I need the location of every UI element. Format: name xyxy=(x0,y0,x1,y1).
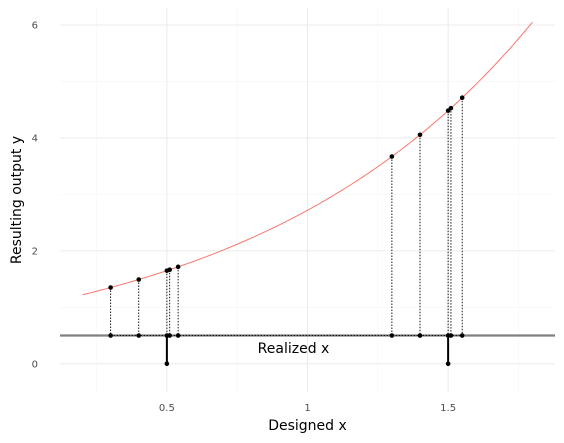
tick-labels-layer: 0.5 1 1.5 0 2 4 6 xyxy=(32,20,456,414)
points-layer xyxy=(108,95,465,367)
y-tick-label: 4 xyxy=(32,133,38,144)
curve-point xyxy=(136,277,142,282)
curve-point xyxy=(448,105,454,111)
y-tick-label: 0 xyxy=(32,359,38,370)
spike-point xyxy=(445,361,451,367)
realized-point xyxy=(389,333,395,338)
curve-point xyxy=(108,285,113,290)
grid xyxy=(60,8,555,392)
realized-point xyxy=(108,333,113,338)
realized-point xyxy=(167,333,172,338)
realized-point xyxy=(417,333,423,338)
curve-layer xyxy=(82,21,533,296)
y-tick-label: 6 xyxy=(32,20,38,31)
realized-line-layer xyxy=(60,334,555,364)
realized-x-label: Realized x xyxy=(258,341,330,357)
curve-point xyxy=(389,154,395,159)
curve-point xyxy=(459,95,465,101)
spike-point xyxy=(164,361,170,367)
y-tick-label: 2 xyxy=(32,246,38,257)
curve-point xyxy=(417,132,423,138)
y-axis-title: Resulting output y xyxy=(9,136,25,264)
drop-lines-layer xyxy=(110,97,463,336)
realized-point xyxy=(175,333,181,338)
curve-point xyxy=(175,264,181,270)
x-tick-label: 0.5 xyxy=(159,403,175,414)
x-axis-title: Designed x xyxy=(268,418,347,434)
realized-point xyxy=(136,333,142,338)
x-tick-label: 1 xyxy=(304,403,310,414)
realized-point xyxy=(448,333,454,338)
exponential-curve xyxy=(82,21,533,296)
curve-point xyxy=(167,267,172,273)
x-tick-label: 1.5 xyxy=(440,403,456,414)
realized-point xyxy=(459,333,465,338)
